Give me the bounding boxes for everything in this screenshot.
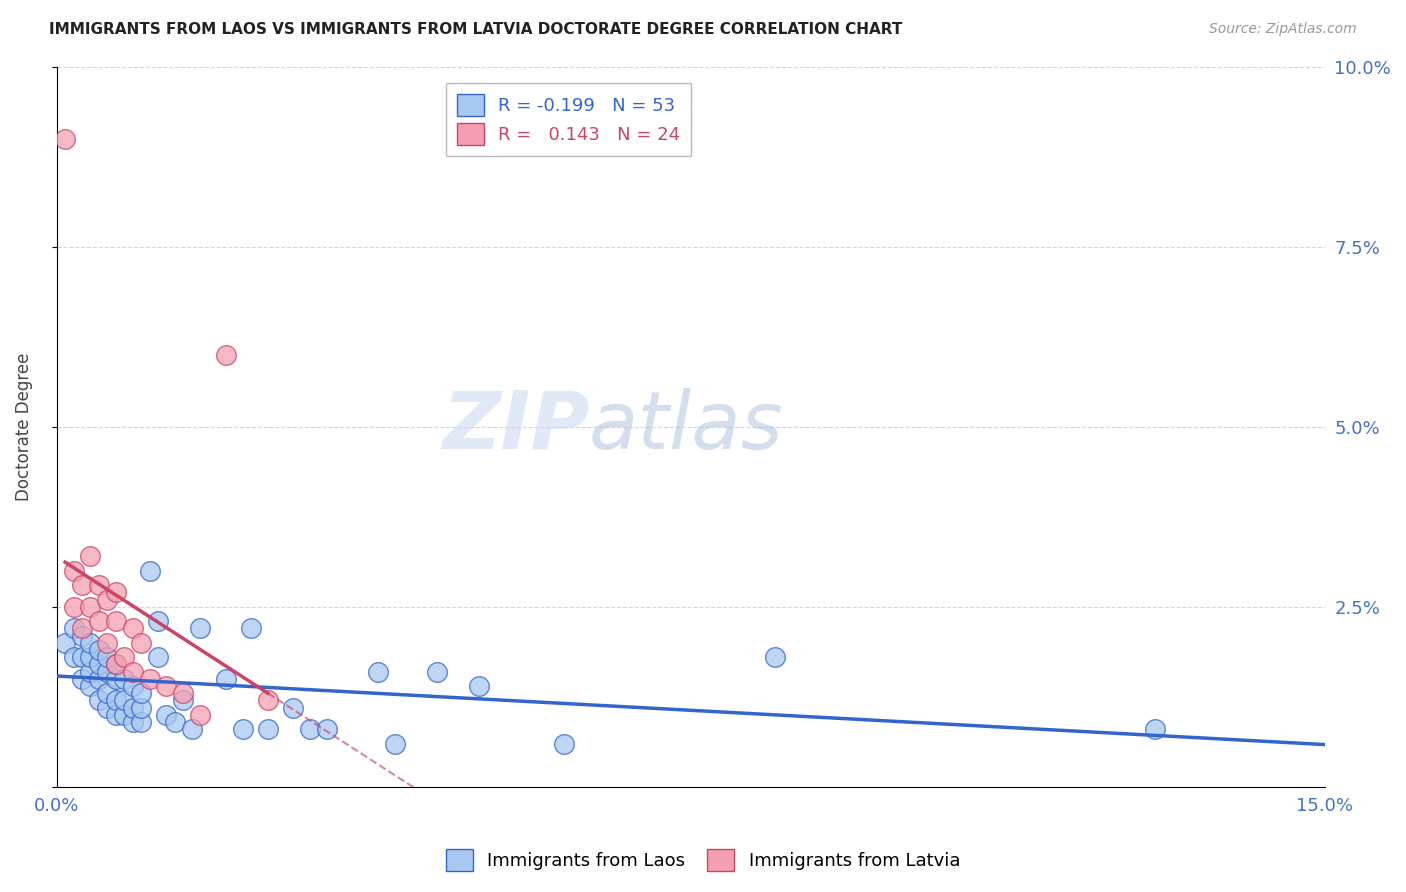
Point bbox=[70, 650, 93, 665]
Point bbox=[138, 672, 160, 686]
Point bbox=[87, 672, 110, 686]
Point bbox=[129, 714, 152, 729]
Point bbox=[104, 657, 127, 672]
Point bbox=[104, 707, 127, 722]
Point bbox=[87, 643, 110, 657]
Point bbox=[62, 621, 84, 635]
Point bbox=[426, 665, 449, 679]
Point bbox=[96, 665, 118, 679]
Point bbox=[96, 592, 118, 607]
Point bbox=[257, 723, 280, 737]
Legend: Immigrants from Laos, Immigrants from Latvia: Immigrants from Laos, Immigrants from La… bbox=[439, 842, 967, 879]
Text: atlas: atlas bbox=[589, 388, 785, 466]
Point bbox=[121, 621, 143, 635]
Point bbox=[62, 599, 84, 614]
Point bbox=[121, 665, 143, 679]
Point bbox=[316, 723, 339, 737]
Point bbox=[79, 679, 101, 693]
Text: ZIP: ZIP bbox=[441, 388, 589, 466]
Point bbox=[215, 672, 238, 686]
Point bbox=[87, 578, 110, 592]
Point bbox=[146, 650, 169, 665]
Point bbox=[79, 549, 101, 564]
Point bbox=[96, 700, 118, 714]
Point bbox=[53, 636, 76, 650]
Point bbox=[70, 621, 93, 635]
Point bbox=[232, 723, 254, 737]
Point bbox=[188, 621, 211, 635]
Point bbox=[129, 700, 152, 714]
Point bbox=[79, 650, 101, 665]
Point bbox=[1144, 723, 1167, 737]
Point bbox=[121, 714, 143, 729]
Point bbox=[129, 636, 152, 650]
Point bbox=[283, 700, 305, 714]
Point bbox=[62, 650, 84, 665]
Point bbox=[87, 693, 110, 707]
Point bbox=[112, 672, 135, 686]
Point bbox=[367, 665, 389, 679]
Point bbox=[104, 693, 127, 707]
Point bbox=[240, 621, 263, 635]
Point bbox=[96, 686, 118, 700]
Text: Source: ZipAtlas.com: Source: ZipAtlas.com bbox=[1209, 22, 1357, 37]
Point bbox=[70, 629, 93, 643]
Point bbox=[96, 636, 118, 650]
Point bbox=[172, 693, 194, 707]
Point bbox=[96, 650, 118, 665]
Point bbox=[188, 707, 211, 722]
Y-axis label: Doctorate Degree: Doctorate Degree bbox=[15, 352, 32, 501]
Text: IMMIGRANTS FROM LAOS VS IMMIGRANTS FROM LATVIA DOCTORATE DEGREE CORRELATION CHAR: IMMIGRANTS FROM LAOS VS IMMIGRANTS FROM … bbox=[49, 22, 903, 37]
Point bbox=[155, 679, 177, 693]
Point bbox=[104, 672, 127, 686]
Point bbox=[104, 657, 127, 672]
Point bbox=[112, 707, 135, 722]
Point bbox=[79, 636, 101, 650]
Point bbox=[104, 585, 127, 599]
Point bbox=[112, 650, 135, 665]
Point bbox=[121, 679, 143, 693]
Point bbox=[138, 564, 160, 578]
Point bbox=[121, 700, 143, 714]
Point bbox=[79, 599, 101, 614]
Point bbox=[87, 614, 110, 628]
Point bbox=[129, 686, 152, 700]
Point bbox=[763, 650, 786, 665]
Point bbox=[155, 707, 177, 722]
Point bbox=[215, 348, 238, 362]
Point bbox=[104, 614, 127, 628]
Point bbox=[163, 714, 186, 729]
Point bbox=[257, 693, 280, 707]
Point bbox=[180, 723, 202, 737]
Point bbox=[146, 614, 169, 628]
Point bbox=[53, 131, 76, 145]
Point bbox=[112, 693, 135, 707]
Point bbox=[79, 665, 101, 679]
Point bbox=[70, 578, 93, 592]
Legend: R = -0.199   N = 53, R =   0.143   N = 24: R = -0.199 N = 53, R = 0.143 N = 24 bbox=[446, 83, 692, 156]
Point bbox=[172, 686, 194, 700]
Point bbox=[468, 679, 491, 693]
Point bbox=[553, 737, 575, 751]
Point bbox=[62, 564, 84, 578]
Point bbox=[384, 737, 406, 751]
Point bbox=[299, 723, 322, 737]
Point bbox=[87, 657, 110, 672]
Point bbox=[70, 672, 93, 686]
